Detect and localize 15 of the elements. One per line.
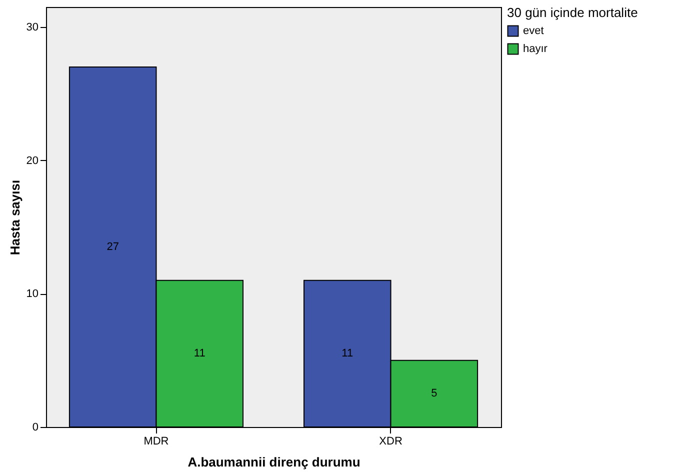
legend-title: 30 gün içinde mortalite — [507, 5, 638, 20]
y-tick-label: 0 — [32, 422, 38, 434]
data-label: 5 — [431, 388, 438, 400]
x-tick-label: MDR — [144, 436, 169, 448]
x-tick-label: XDR — [379, 436, 402, 448]
y-tick-label: 30 — [26, 22, 38, 34]
y-axis-title: Hasta sayısı — [7, 180, 22, 256]
x-axis-title: A.baumannii direnç durumu — [188, 454, 360, 470]
data-label: 11 — [342, 348, 354, 360]
legend-label: evet — [523, 25, 544, 37]
data-label: 27 — [106, 241, 119, 253]
data-label: 11 — [194, 348, 206, 360]
y-tick-label: 20 — [26, 154, 38, 167]
legend-label: hayır — [523, 43, 548, 55]
y-tick-label: 10 — [26, 288, 38, 300]
